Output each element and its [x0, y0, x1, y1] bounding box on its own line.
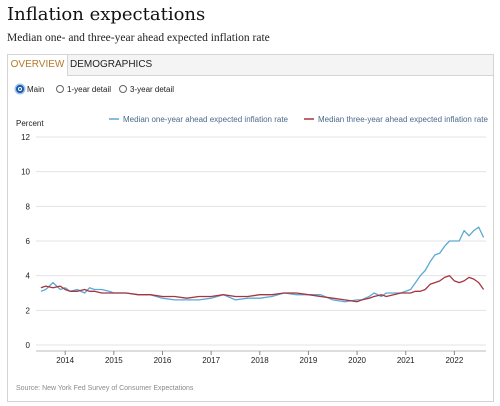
x-tick-label: 2016 [154, 356, 172, 365]
legend-label-one-year: Median one-year ahead expected inflation… [123, 115, 289, 124]
legend-label-three-year: Median three-year ahead expected inflati… [318, 115, 488, 124]
tab-overview[interactable]: OVERVIEW [8, 55, 68, 76]
chart-panel: OVERVIEW DEMOGRAPHICS Main 1-year detail… [7, 54, 494, 402]
x-tick-label: 2022 [445, 356, 463, 365]
y-tick-label: 2 [26, 306, 31, 315]
page-subtitle: Median one- and three-year ahead expecte… [7, 32, 270, 44]
x-tick-label: 2017 [202, 356, 220, 365]
x-tick-label: 2015 [105, 356, 123, 365]
source-note: Source: New York Fed Survey of Consumer … [16, 385, 194, 392]
x-tick-label: 2019 [300, 356, 318, 365]
y-tick-label: 10 [21, 168, 30, 177]
page-title: Inflation expectations [7, 4, 206, 25]
x-tick-label: 2018 [251, 356, 269, 365]
tab-demographics[interactable]: DEMOGRAPHICS [70, 59, 153, 70]
x-tick-label: 2014 [56, 356, 74, 365]
y-tick-label: 8 [26, 202, 31, 211]
y-axis-label: Percent [16, 119, 44, 128]
y-tick-label: 12 [21, 133, 30, 142]
series-line-one-year [40, 226, 485, 303]
x-tick-label: 2021 [397, 356, 415, 365]
x-tick-label: 2020 [348, 356, 366, 365]
radio-1-year-label: 1-year detail [67, 85, 112, 94]
radio-selected-icon [16, 85, 24, 93]
tab-bar: OVERVIEW DEMOGRAPHICS [8, 55, 493, 76]
y-tick-label: 0 [26, 341, 31, 350]
series-line-three-year [40, 275, 485, 303]
radio-unselected-icon [56, 85, 64, 93]
line-chart: Percent 0 2 4 6 8 10 12 2014 2015 2016 2017 2018 2019… [16, 115, 488, 365]
y-tick-label: 6 [26, 237, 31, 246]
radio-unselected-icon [119, 85, 127, 93]
y-tick-label: 4 [26, 272, 31, 281]
radio-main-label: Main [27, 85, 45, 94]
radio-3-year-label: 3-year detail [130, 85, 175, 94]
